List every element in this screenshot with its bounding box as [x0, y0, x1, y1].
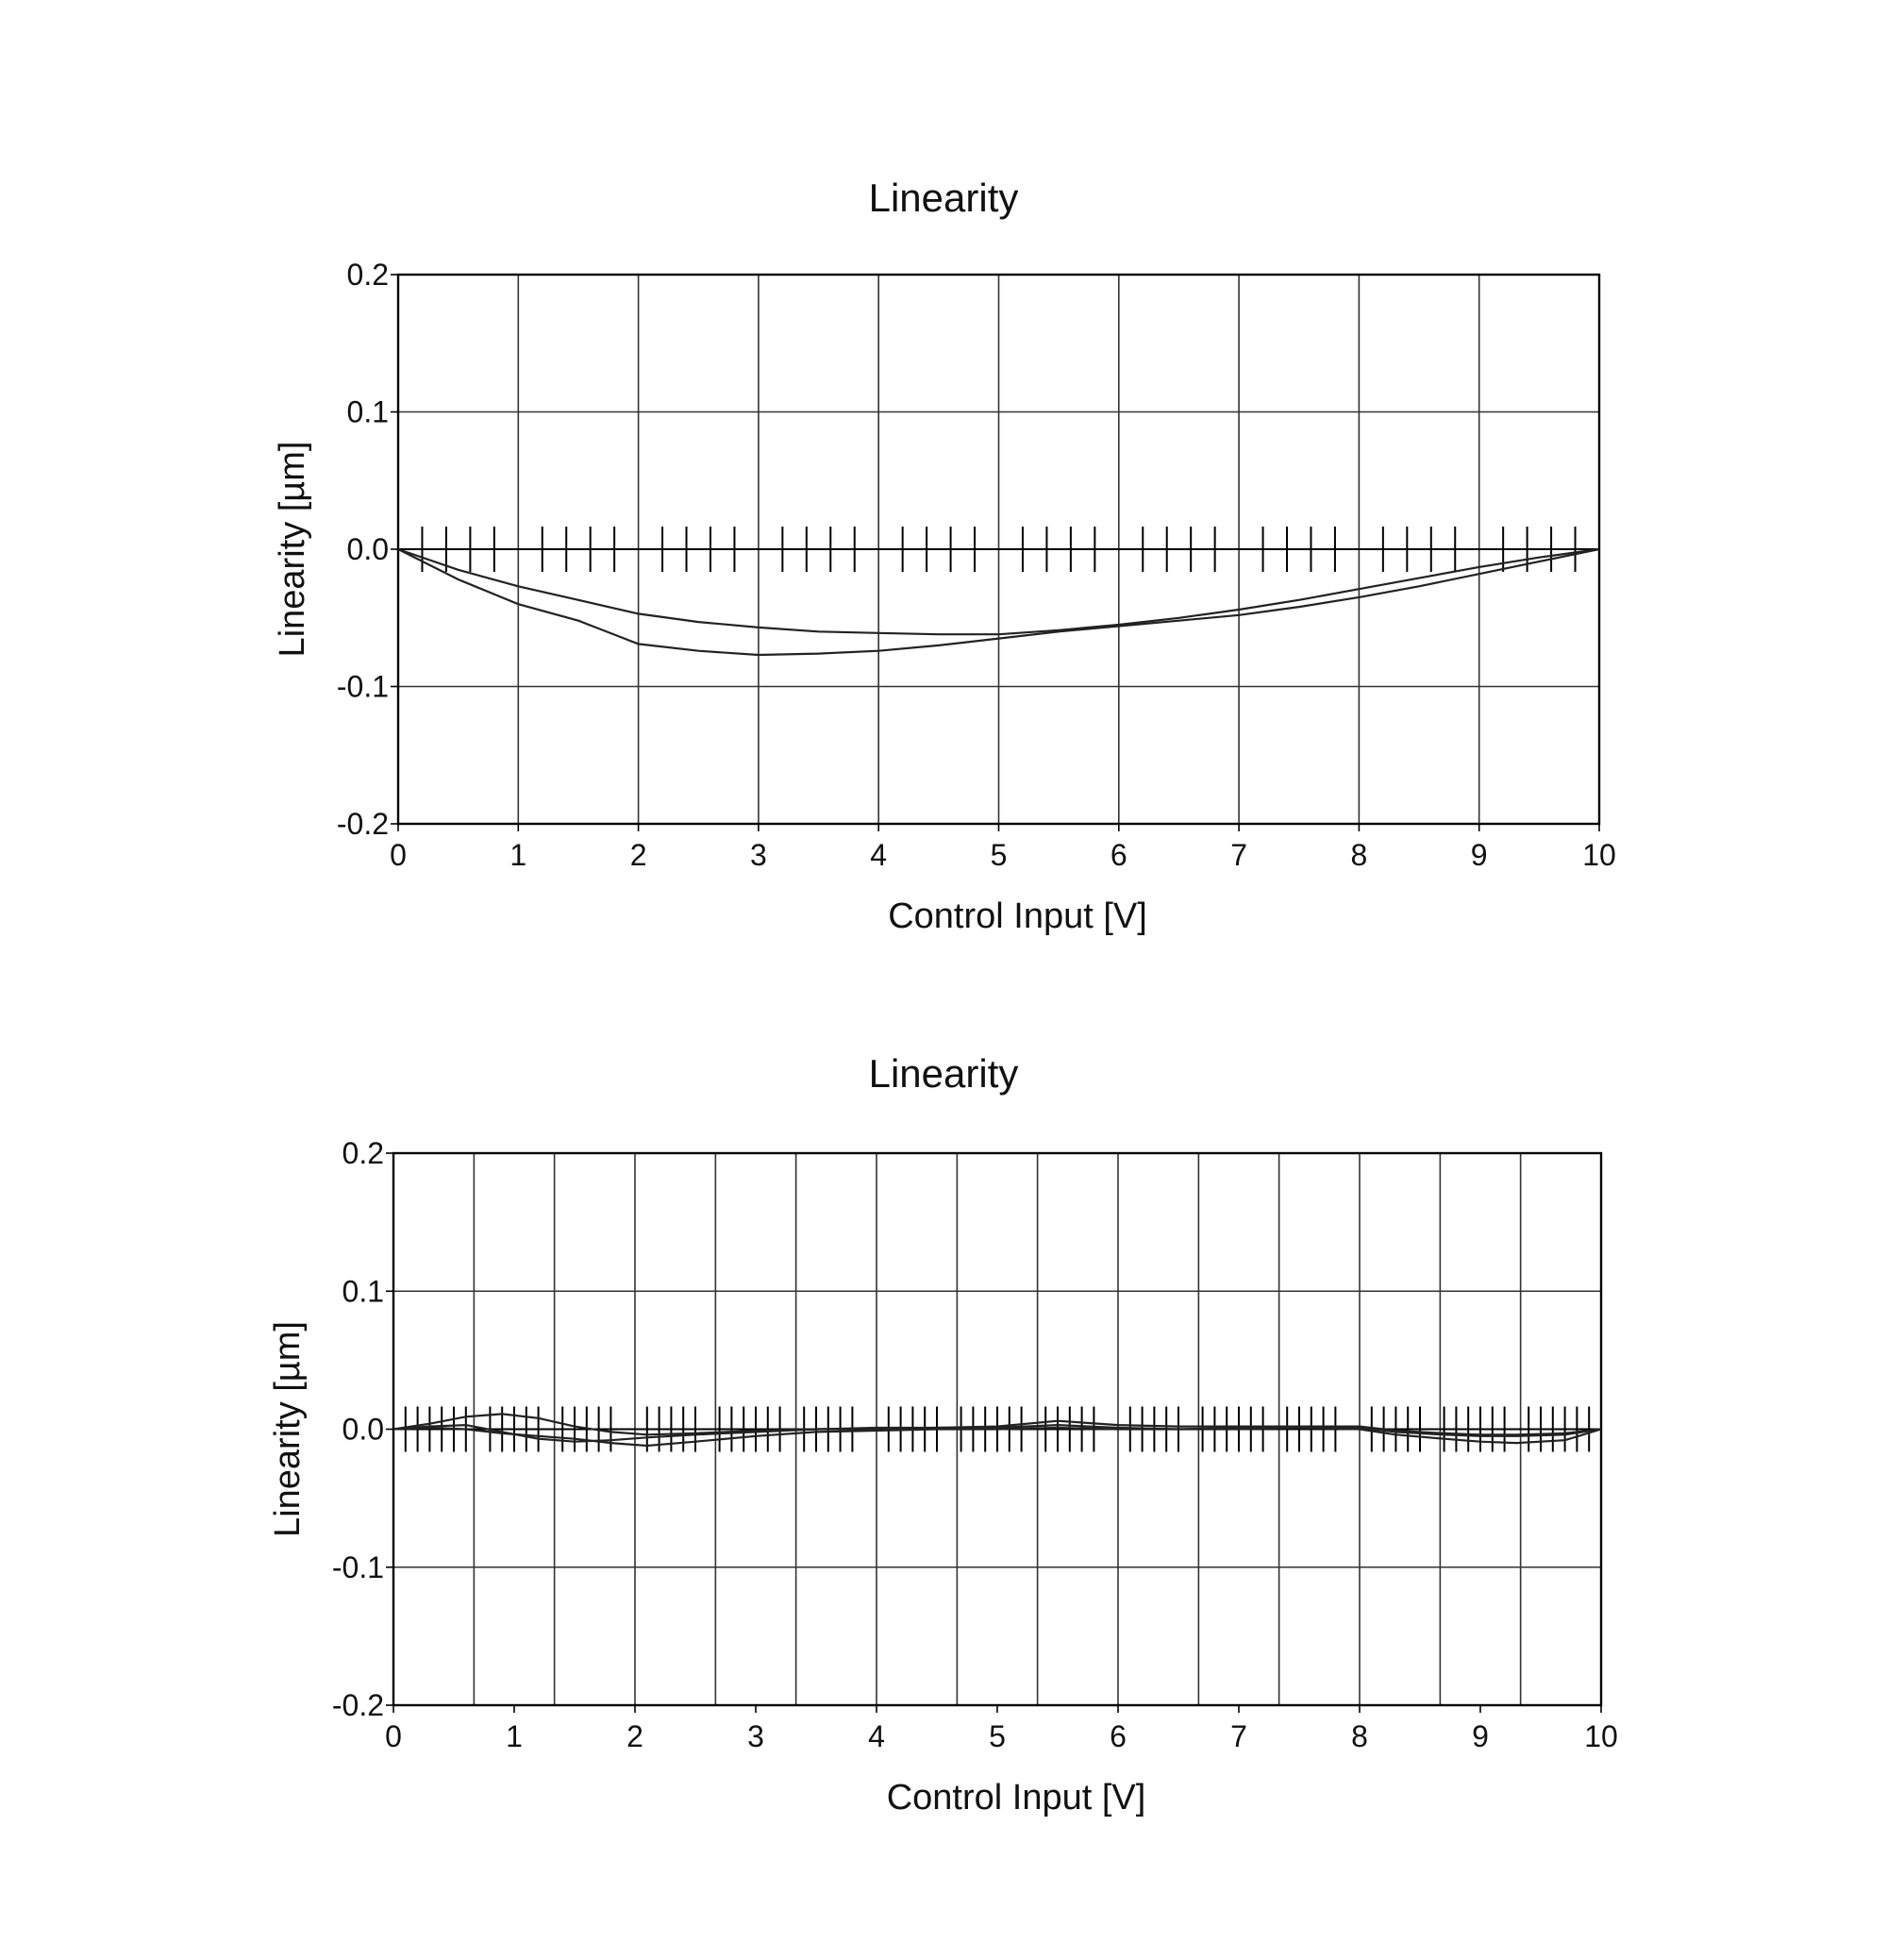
y-axis-label: Linearity [µm] [273, 442, 312, 658]
x-tick-label: 6 [1110, 838, 1127, 872]
x-tick-label: 5 [989, 1719, 1006, 1753]
y-axis-label: Linearity [µm] [268, 1321, 308, 1537]
chart-top: Linearity 0 1 2 3 4 5 6 7 8 9 100.20.10.0-0.1-0.2 … [273, 176, 1616, 936]
chart-bottom: Linearity 0 1 2 3 4 5 6 7 8 9 100.20.10.0-0.1-0.2 … [268, 1051, 1618, 1818]
x-axis-label: Control Input [V] [887, 1778, 1146, 1818]
y-tick-label: 0.1 [342, 1274, 384, 1308]
y-tick-label: 0.0 [342, 1413, 384, 1447]
y-tick-label: -0.2 [337, 807, 389, 841]
x-tick-label: 9 [1471, 838, 1488, 872]
x-tick-label: 7 [1230, 838, 1247, 872]
x-tick-label: 1 [509, 838, 526, 872]
chart-title: Linearity [869, 176, 1019, 220]
x-tick-label: 3 [750, 838, 767, 872]
x-tick-label: 10 [1584, 1719, 1618, 1753]
x-tick-label: 1 [506, 1719, 523, 1753]
x-axis-label: Control Input [V] [888, 896, 1147, 936]
series-line-3 [392, 1426, 1602, 1448]
x-tick-label: 8 [1351, 838, 1368, 872]
y-tick-label: 0.2 [347, 258, 389, 292]
x-tick-label: 0 [390, 838, 407, 872]
series-group [397, 547, 1600, 657]
x-tick-label: 2 [626, 1719, 643, 1753]
tick-labels: 0 1 2 3 4 5 6 7 8 9 10 0.2 0.1 0.0 -0.1 -0.2 [337, 258, 1616, 872]
y-tick-label: -0.1 [332, 1550, 384, 1584]
tick-labels: 0 1 2 3 4 5 6 7 8 9 10 0.2 0.1 0.0 -0.1 -0.2 [332, 1136, 1618, 1753]
y-tick-label: -0.1 [337, 670, 389, 704]
x-tick-label: 4 [870, 838, 887, 872]
series-line-2 [392, 1419, 1602, 1443]
series-line-2 [397, 547, 1600, 657]
x-tick-label: 9 [1472, 1719, 1489, 1753]
series-line-1 [397, 547, 1600, 636]
x-tick-label: 7 [1230, 1719, 1247, 1753]
x-tick-label: 8 [1351, 1719, 1368, 1753]
x-tick-label: 0 [385, 1719, 402, 1753]
x-tick-label: 3 [747, 1719, 764, 1753]
x-tick-label: 6 [1110, 1719, 1127, 1753]
sample-marks [398, 527, 1599, 572]
y-tick-label: 0.1 [347, 395, 389, 429]
y-tick-label: 0.2 [342, 1136, 384, 1170]
chart-title: Linearity [869, 1051, 1019, 1096]
series-group [392, 1413, 1602, 1448]
y-tick-label: -0.2 [332, 1688, 384, 1722]
x-tick-label: 4 [868, 1719, 885, 1753]
x-tick-label: 5 [991, 838, 1008, 872]
x-tick-label: 2 [630, 838, 647, 872]
y-tick-label: 0.0 [347, 532, 389, 566]
x-tick-label: 10 [1582, 838, 1616, 872]
